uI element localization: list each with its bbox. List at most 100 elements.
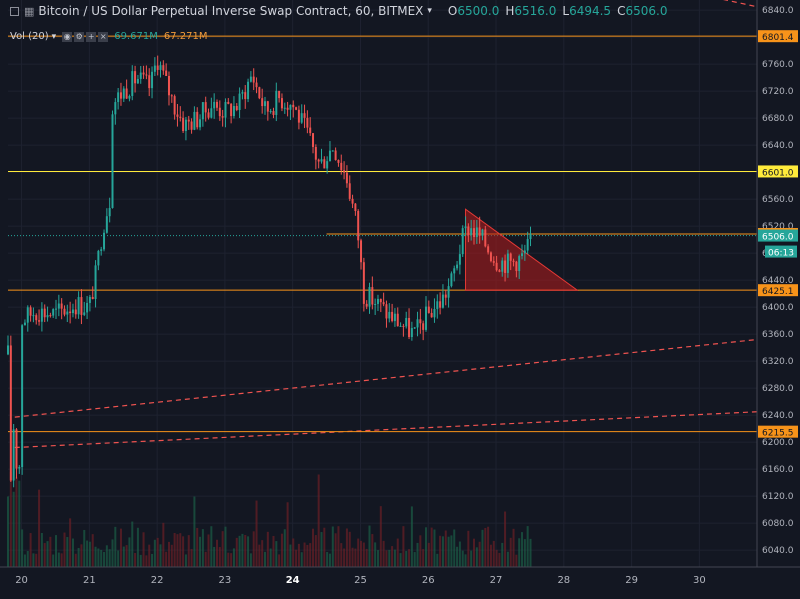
- candle-body: [230, 103, 233, 117]
- settings-icon[interactable]: ⚙: [74, 31, 85, 42]
- x-tick-label: 26: [422, 575, 435, 586]
- volume-bar: [326, 552, 329, 567]
- volume-bar: [136, 527, 139, 567]
- candle-body: [151, 71, 154, 89]
- close-icon[interactable]: ×: [98, 31, 109, 42]
- add-icon[interactable]: +: [86, 31, 97, 42]
- volume-bar: [247, 536, 250, 567]
- candle-body: [343, 170, 346, 173]
- volume-bar: [433, 529, 436, 567]
- volume-bar: [300, 552, 303, 567]
- volume-bar: [424, 527, 427, 567]
- y-tick-label: 6320.0: [762, 357, 794, 367]
- volume-bar: [117, 550, 120, 567]
- chart-header: ▦ Bitcoin / US Dollar Perpetual Inverse …: [0, 0, 760, 22]
- y-tick-label: 6200.0: [762, 438, 794, 448]
- candle-body: [131, 71, 134, 96]
- symbol-title[interactable]: Bitcoin / US Dollar Perpetual Inverse Sw…: [38, 4, 424, 18]
- volume-bar: [456, 546, 459, 567]
- candle-body: [88, 296, 91, 303]
- candle-body: [357, 211, 360, 241]
- volume-bar: [100, 549, 103, 567]
- candle-body: [170, 95, 173, 97]
- volume-bar: [280, 533, 283, 567]
- volume-bar: [306, 544, 309, 567]
- volume-bar: [26, 550, 29, 567]
- volume-label[interactable]: Vol (20): [10, 31, 49, 42]
- x-tick-label: 23: [219, 575, 232, 586]
- volume-bar: [405, 550, 408, 567]
- candle-body: [382, 302, 385, 305]
- candle-body: [43, 308, 46, 318]
- open-label: O: [447, 4, 458, 18]
- volume-bar: [21, 529, 24, 567]
- chevron-down-icon[interactable]: ▾: [51, 31, 57, 42]
- candle-body: [77, 297, 80, 315]
- volume-bar: [376, 550, 379, 567]
- high-label: H: [505, 4, 515, 18]
- candle-body: [40, 308, 43, 322]
- candle-body: [153, 65, 156, 72]
- price-axis-panel: [757, 0, 800, 595]
- volume-bar: [272, 535, 275, 567]
- triangle-pattern: [465, 208, 579, 291]
- candle-body: [388, 311, 391, 319]
- candle-body: [289, 104, 292, 110]
- y-tick-label: 6680.0: [762, 114, 794, 124]
- volume-bar: [269, 548, 272, 567]
- volume-bar: [80, 544, 83, 567]
- volume-bar: [495, 549, 498, 567]
- volume-bar: [221, 531, 224, 567]
- candle-body: [399, 325, 402, 327]
- volume-bar: [119, 528, 122, 567]
- volume-bar: [416, 542, 419, 567]
- candle-body: [300, 113, 303, 123]
- volume-bar: [71, 538, 74, 567]
- level-price-tag-bg: [758, 425, 798, 438]
- eye-icon[interactable]: ◉: [62, 31, 73, 42]
- volume-bar: [430, 527, 433, 567]
- volume-bar: [167, 541, 170, 567]
- candle-body: [71, 309, 74, 314]
- volume-bar: [46, 541, 49, 567]
- volume-bar: [18, 480, 21, 567]
- candle-body: [410, 328, 413, 338]
- volume-bar: [413, 552, 416, 567]
- volume-bar: [23, 554, 26, 567]
- candle-body: [7, 345, 9, 355]
- volume-bar: [283, 529, 286, 567]
- candle-body: [402, 325, 405, 327]
- candle-body: [436, 301, 439, 309]
- candle-body: [49, 315, 52, 317]
- candle-body: [241, 92, 244, 94]
- x-tick-label: 20: [15, 575, 28, 586]
- volume-bar: [385, 550, 388, 567]
- candle-body: [215, 101, 218, 108]
- candle-body: [504, 260, 507, 273]
- candle-body: [495, 262, 498, 271]
- volume-bar: [351, 547, 354, 567]
- candle-body: [134, 71, 137, 84]
- volume-bar: [162, 522, 165, 567]
- volume-bar: [360, 540, 363, 567]
- candle-body: [312, 133, 315, 147]
- volume-bar: [176, 534, 179, 567]
- volume-bar: [464, 554, 467, 567]
- volume-bar: [487, 526, 490, 567]
- volume-bar: [467, 530, 470, 567]
- candle-body: [441, 294, 444, 308]
- candle-body: [323, 159, 326, 169]
- level-price-tag: 6801.4: [762, 33, 794, 43]
- x-tick-label: 29: [625, 575, 638, 586]
- candle-body: [331, 150, 334, 152]
- chevron-down-icon[interactable]: ▾: [427, 6, 432, 16]
- candle-body: [506, 253, 509, 273]
- candle-body: [430, 312, 433, 318]
- volume-bar: [371, 534, 374, 567]
- volume-bar: [153, 539, 156, 567]
- candle-body: [424, 306, 427, 330]
- candle-body: [453, 268, 456, 274]
- collapse-toggle-icon[interactable]: [10, 6, 19, 16]
- volume-bar: [52, 554, 55, 567]
